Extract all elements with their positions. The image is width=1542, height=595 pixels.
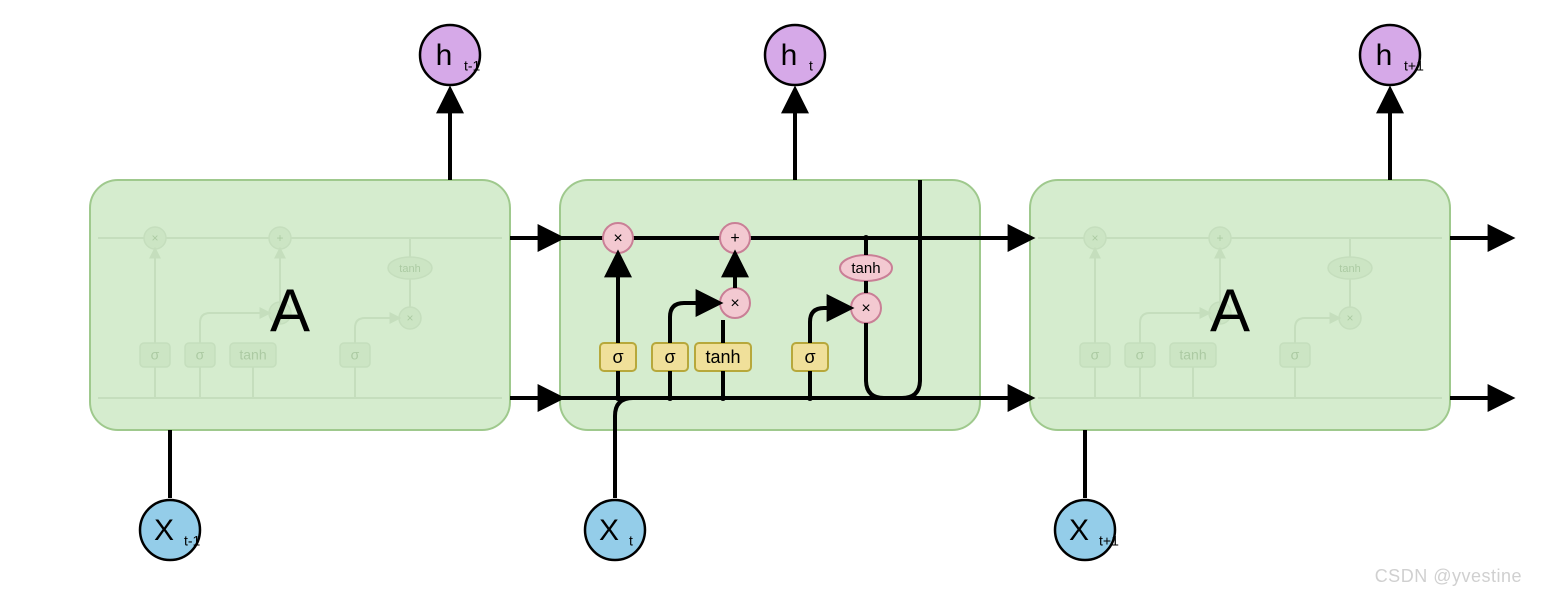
svg-text:σ: σ [196,347,205,363]
svg-text:tanh: tanh [1339,263,1360,275]
svg-text:t-1: t-1 [464,58,481,74]
svg-text:×: × [730,295,739,312]
watermark-text: CSDN @yvestine [1375,566,1522,587]
cell-label-right: A [1210,277,1250,344]
cell-label-left: A [270,277,310,344]
svg-text:×: × [861,300,870,317]
svg-text:+: + [276,231,283,245]
svg-text:σ: σ [351,347,360,363]
svg-text:tanh: tanh [851,260,880,277]
svg-text:h: h [436,39,453,72]
svg-text:+: + [730,230,739,247]
svg-text:t+1: t+1 [1404,58,1424,74]
svg-text:X: X [154,514,174,547]
svg-text:t+1: t+1 [1099,533,1119,549]
svg-text:σ: σ [612,347,623,367]
svg-text:σ: σ [1136,347,1145,363]
svg-text:t-1: t-1 [184,533,201,549]
svg-text:t: t [629,533,633,549]
svg-text:tanh: tanh [1179,347,1206,363]
svg-text:X: X [599,514,619,547]
svg-text:×: × [1346,311,1353,325]
svg-text:×: × [613,230,622,247]
svg-text:σ: σ [664,347,675,367]
svg-text:×: × [406,311,413,325]
svg-text:×: × [1091,231,1098,245]
svg-text:tanh: tanh [399,263,420,275]
svg-text:σ: σ [1291,347,1300,363]
svg-text:tanh: tanh [239,347,266,363]
svg-text:σ: σ [151,347,160,363]
svg-text:X: X [1069,514,1089,547]
svg-text:σ: σ [1091,347,1100,363]
svg-text:tanh: tanh [705,347,740,367]
svg-text:σ: σ [804,347,815,367]
svg-text:×: × [151,231,158,245]
svg-text:h: h [1376,39,1393,72]
svg-text:+: + [1216,231,1223,245]
svg-text:h: h [781,39,798,72]
svg-text:t: t [809,58,813,74]
